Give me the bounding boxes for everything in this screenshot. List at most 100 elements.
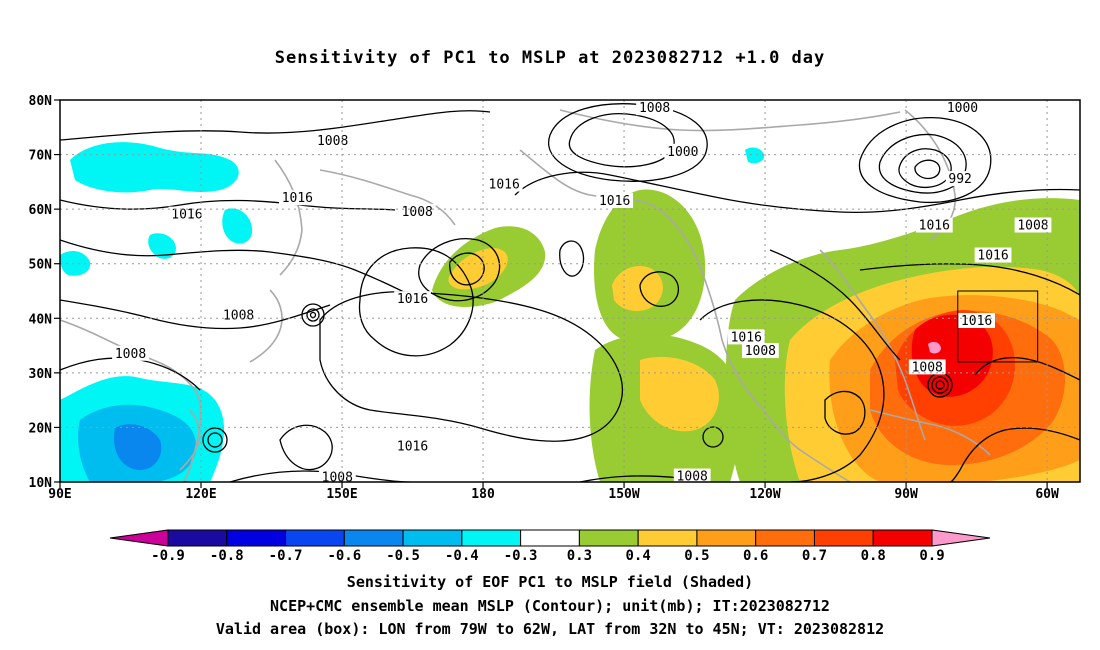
lon-tick-label: 120E xyxy=(185,487,216,502)
lon-tick-label: 90W xyxy=(894,487,918,502)
colorbar-label: 0.9 xyxy=(919,548,944,564)
contour-low-atlantic xyxy=(935,380,945,390)
contour-label-bg xyxy=(636,100,674,116)
colorbar-swatch xyxy=(285,529,345,547)
contour-low-philippine xyxy=(202,427,228,453)
contour-low-japan xyxy=(301,303,325,327)
shade-negative-west xyxy=(60,250,91,276)
contour-low-japan xyxy=(309,311,317,319)
contour-label: 1008 xyxy=(317,134,348,149)
coastline-west-na xyxy=(704,279,851,482)
contour-label: 1016 xyxy=(489,178,520,193)
contour-label: 1016 xyxy=(397,440,428,455)
lat-tick-label: 40N xyxy=(29,312,53,327)
colorbar-swatch xyxy=(461,529,522,547)
colorbar-label: 0.6 xyxy=(743,548,768,564)
contour-label-bg xyxy=(278,190,316,206)
lon-tick-label: 150W xyxy=(608,487,639,502)
contour-label: 1016 xyxy=(282,191,313,206)
lon-tick-label: 60W xyxy=(1035,487,1059,502)
contour-label-bg xyxy=(318,469,356,482)
mslp-contours xyxy=(60,103,1080,482)
contour-line xyxy=(279,424,333,471)
lon-tick-label: 180 xyxy=(471,487,495,502)
lat-tick-label: 60N xyxy=(29,203,53,218)
lat-tick-label: 80N xyxy=(29,94,53,109)
contour-line xyxy=(859,263,1080,296)
lon-tick-label: 120W xyxy=(749,487,780,502)
map-content: 1008 1016 1016 1008 1016 1008 1008 1016 1016 1008… xyxy=(60,100,1080,486)
contour-label: 1016 xyxy=(171,208,202,223)
contour-line xyxy=(858,116,992,204)
colorbar-swatch xyxy=(520,529,580,547)
contour-label: 1000 xyxy=(947,101,978,116)
contour-low-philippine xyxy=(207,432,223,448)
colorbar-label: 0.3 xyxy=(567,548,592,564)
colorbar-label: 0.5 xyxy=(684,548,709,564)
contour-line xyxy=(579,475,681,482)
contour-label: 1008 xyxy=(223,309,254,324)
contour-line xyxy=(60,199,396,211)
contour-line xyxy=(60,239,421,301)
contour-label-bg xyxy=(398,203,436,219)
valid-area-box xyxy=(957,290,1039,363)
contour-label: 992 xyxy=(948,172,971,187)
shade-negative-arctic xyxy=(745,147,765,164)
shade-positive-atlantic-pink xyxy=(928,341,941,354)
colorbar-label: 0.7 xyxy=(802,548,827,564)
lon-tick-label: 90E xyxy=(48,487,71,502)
colorbar xyxy=(109,529,991,547)
contour-label: 1008 xyxy=(745,344,776,359)
colorbar-swatch xyxy=(931,529,991,547)
shade-positive-gulf-alaska xyxy=(594,189,706,342)
coastline-east-asia xyxy=(60,319,202,482)
contour-label-bg xyxy=(220,307,258,323)
colorbar-swatch xyxy=(696,529,757,547)
contour-label-bg xyxy=(727,329,765,345)
colorbar-swatch xyxy=(109,529,169,547)
contour-label: 1008 xyxy=(1017,219,1048,234)
lat-tick-label: 70N xyxy=(29,149,53,164)
contour-label: 1016 xyxy=(977,249,1008,264)
contour-label-bg xyxy=(673,468,711,482)
coastline-arctic xyxy=(559,109,901,132)
colorbar-label: -0.7 xyxy=(269,548,303,564)
shade-positive-dateline-inner xyxy=(448,248,508,290)
contour-label: 1016 xyxy=(397,292,428,307)
lon-labels: 90E 120E 150E 180 150W 120W 90W 60W xyxy=(48,487,1059,502)
contour-line xyxy=(514,171,1080,214)
colorbar-swatch xyxy=(578,529,639,547)
contour-label-bg xyxy=(485,176,523,192)
contour-label-bg xyxy=(394,291,431,307)
contour-label: 1008 xyxy=(115,347,146,362)
colorbar-swatch xyxy=(167,529,228,547)
contour-label: 1016 xyxy=(599,194,630,209)
lon-tick-label: 150E xyxy=(326,487,357,502)
contour-label-bg xyxy=(1014,217,1052,233)
contour-labels: 1008 1016 1016 1008 1016 1008 1008 1016 1016 1008… xyxy=(112,100,1052,486)
lat-tick-label: 20N xyxy=(29,421,53,436)
colorbar-label: -0.6 xyxy=(327,548,361,564)
coastline-philippines xyxy=(179,409,201,471)
contour-label: 1000 xyxy=(667,145,698,160)
contour-line xyxy=(949,427,1080,482)
contour-label-bg xyxy=(394,438,431,454)
coastline-east-na xyxy=(819,249,926,441)
coastline-bering xyxy=(319,169,456,226)
colorbar-swatch xyxy=(813,529,874,547)
contour-label: 1008 xyxy=(322,471,353,486)
contour-line xyxy=(568,113,675,168)
contour-label-bg xyxy=(945,171,975,187)
contour-label: 1008 xyxy=(639,101,670,116)
map-frame xyxy=(59,99,1081,483)
coastline-japan xyxy=(249,289,283,363)
contour-line xyxy=(449,252,485,286)
colorbar-swatch xyxy=(755,529,815,547)
contour-line xyxy=(60,110,491,141)
contour-line xyxy=(639,271,679,307)
contour-label: 1008 xyxy=(677,470,708,485)
colorbar-swatch xyxy=(402,529,463,547)
coastline-caribbean xyxy=(869,409,991,456)
shade-positive-west-america-inner xyxy=(640,356,719,432)
